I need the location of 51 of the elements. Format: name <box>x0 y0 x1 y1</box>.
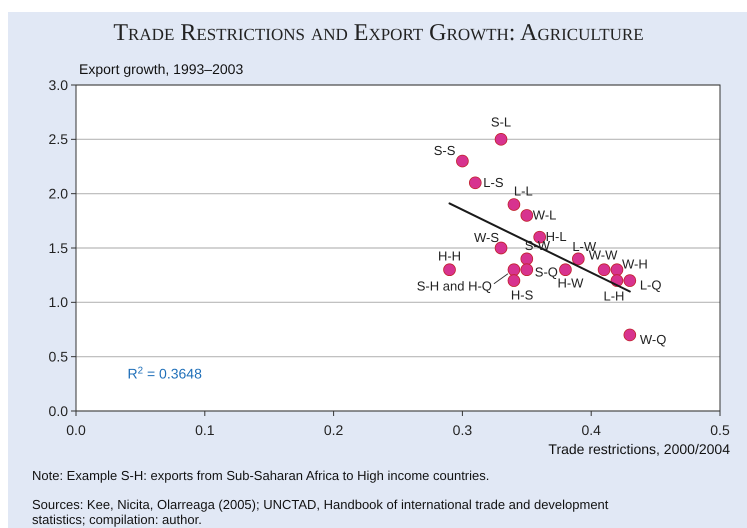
y-axis-title: Export growth, 1993–2003 <box>79 61 244 77</box>
x-tick-label: 0.2 <box>324 422 344 438</box>
y-tick-label: 1.5 <box>48 240 68 256</box>
point <box>468 176 482 190</box>
annotation: L-H <box>603 288 624 304</box>
annotation: W-S <box>474 230 500 245</box>
annotation: R$^{2}$ = 0.3648 <box>128 364 202 382</box>
point <box>508 263 520 276</box>
annotation: H-H <box>438 248 462 264</box>
y-tick-label: 0.0 <box>48 402 68 419</box>
x-tick-label: 0.0 <box>66 422 86 438</box>
annotation: W-Q <box>640 332 666 347</box>
point <box>559 263 572 276</box>
point <box>598 263 610 276</box>
point <box>494 133 508 146</box>
chart-title: Trade Restrictions and Export Growth: Agriculture <box>113 20 644 46</box>
annotation: W-L <box>532 207 556 222</box>
annotation: S-L <box>490 114 512 130</box>
point <box>494 242 508 254</box>
y-tick-label: 2.5 <box>48 131 68 148</box>
point <box>520 209 534 222</box>
x-tick-label: 0.4 <box>581 422 602 438</box>
source-note: Sources: Kee, Nicita, Olarreaga (2005); UNCTAD, Handbook of international trade and development statistics; compilation: author. <box>32 497 609 527</box>
y-tick-label: 1.0 <box>48 294 68 310</box>
x-axis-title: Trade restrictions, 2000/2004 <box>548 441 730 457</box>
point <box>520 252 534 266</box>
x-tick-label: 0.5 <box>710 422 730 438</box>
point <box>520 263 534 276</box>
annotation: L-S <box>483 174 504 190</box>
annotation: L-Q <box>640 278 662 293</box>
annotation: L-L <box>514 184 533 199</box>
x-tick-label: 0.3 <box>452 422 472 438</box>
x-tick-label: 0.1 <box>195 422 215 438</box>
point <box>610 263 624 276</box>
annotation: H-S <box>510 288 534 303</box>
point <box>456 154 469 168</box>
y-tick-label: 2.0 <box>48 186 68 202</box>
point <box>508 198 520 211</box>
text: Note: Example S-H: exports from Sub-Saharan Africa to High income countries. <box>32 468 490 483</box>
annotation: H-W <box>557 276 584 291</box>
point <box>443 263 456 276</box>
y-tick-label: 3.0 <box>48 76 68 93</box>
annotation: S-H and H-Q <box>416 278 492 294</box>
annotation: S-Q <box>534 264 558 280</box>
point <box>508 274 520 287</box>
annotation: W-H <box>622 256 648 272</box>
point <box>624 328 636 342</box>
point <box>572 252 585 266</box>
point <box>624 274 636 287</box>
annotation: S-S <box>434 143 456 158</box>
y-tick-label: 0.5 <box>48 348 68 365</box>
